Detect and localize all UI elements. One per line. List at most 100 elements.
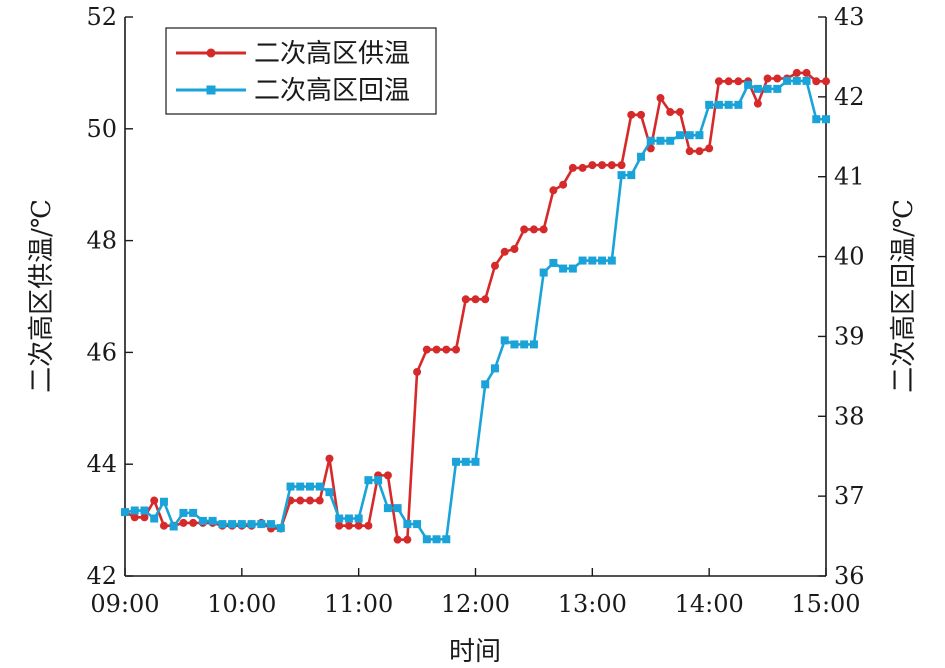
data-point [588, 256, 597, 265]
data-point [267, 520, 276, 529]
left-y-axis-label: 二次高区供温/℃ [27, 199, 57, 393]
data-point [500, 336, 509, 345]
right-y-axis-label: 二次高区回温/℃ [889, 199, 919, 393]
data-point [159, 521, 168, 530]
data-point [481, 380, 490, 389]
data-point [364, 476, 373, 485]
data-point [179, 518, 188, 527]
data-point [568, 163, 577, 172]
data-point [471, 457, 480, 466]
data-point [208, 516, 217, 525]
data-point [627, 110, 636, 119]
data-point [325, 454, 334, 463]
data-point [695, 131, 704, 140]
data-point [140, 506, 149, 515]
data-point [393, 504, 402, 513]
legend: 二次高区供温 二次高区回温 [165, 27, 437, 115]
data-point [452, 457, 461, 466]
data-point [198, 516, 207, 525]
data-point [374, 476, 383, 485]
data-point [802, 76, 811, 85]
x-tick-label: 15:00 [791, 590, 860, 618]
data-point [539, 225, 548, 234]
data-point [637, 110, 646, 119]
data-point [763, 84, 772, 93]
data-point [666, 108, 675, 117]
x-tick-label: 11:00 [324, 590, 393, 618]
data-point [413, 367, 422, 376]
data-point [150, 514, 159, 523]
series-supply-temp [121, 68, 830, 544]
data-point [734, 100, 743, 109]
series-layer [121, 68, 830, 544]
data-point [792, 76, 801, 85]
data-point [305, 496, 314, 505]
data-point [354, 514, 363, 523]
data-point [403, 535, 412, 544]
left-y-tick-label: 48 [86, 227, 117, 255]
data-point [559, 264, 568, 273]
data-point [724, 100, 733, 109]
left-y-ticks: 42 44 46 48 50 52 [86, 3, 133, 590]
data-point [140, 513, 149, 522]
data-point [559, 180, 568, 189]
left-y-tick-label: 50 [86, 115, 117, 143]
data-point [471, 295, 480, 304]
right-y-tick-label: 40 [834, 243, 865, 271]
data-point [783, 76, 792, 85]
data-point [627, 171, 636, 180]
data-point [403, 520, 412, 529]
right-y-tick-label: 43 [834, 3, 865, 31]
data-point [753, 84, 762, 93]
data-point [812, 115, 821, 124]
data-point [169, 522, 178, 531]
data-point [383, 471, 392, 480]
data-point [189, 518, 198, 527]
data-point [588, 161, 597, 170]
data-point [315, 482, 324, 491]
data-point [315, 496, 324, 505]
data-point [481, 295, 490, 304]
data-point [490, 364, 499, 373]
left-y-tick-label: 44 [86, 450, 117, 478]
data-point [598, 256, 607, 265]
right-y-tick-label: 37 [834, 482, 865, 510]
data-point [598, 161, 607, 170]
x-tick-label: 09:00 [90, 590, 159, 618]
data-point [675, 108, 684, 117]
right-y-tick-label: 36 [834, 562, 865, 590]
data-point [296, 496, 305, 505]
data-point [753, 99, 762, 108]
data-point [121, 508, 129, 517]
right-y-tick-label: 39 [834, 322, 865, 350]
legend-box [165, 27, 437, 115]
left-y-tick-label: 46 [86, 338, 117, 366]
data-point [617, 171, 626, 180]
data-point [432, 535, 441, 544]
data-point [666, 136, 675, 145]
data-point [675, 131, 684, 140]
data-point [452, 345, 461, 354]
data-point [296, 482, 305, 491]
data-point [189, 508, 198, 517]
data-point [617, 161, 626, 170]
left-y-tick-label: 52 [86, 3, 117, 31]
data-point [607, 161, 616, 170]
data-point [549, 186, 558, 195]
data-point [247, 520, 256, 529]
data-point [461, 295, 470, 304]
data-point [335, 521, 344, 530]
data-point [763, 74, 772, 83]
data-point [344, 521, 353, 530]
data-point [364, 521, 373, 530]
data-point [500, 247, 509, 256]
x-tick-label: 14:00 [675, 590, 744, 618]
x-tick-label: 13:00 [558, 590, 627, 618]
data-point [607, 256, 616, 265]
data-point [237, 520, 246, 529]
data-point [354, 521, 363, 530]
data-point [792, 68, 801, 77]
data-point [228, 520, 237, 529]
data-point [130, 506, 139, 515]
